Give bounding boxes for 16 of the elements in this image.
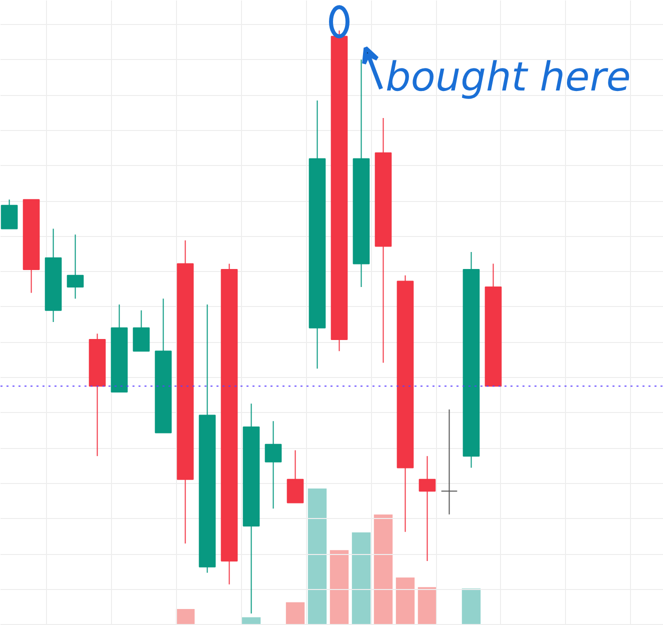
bar xyxy=(330,550,349,625)
candlestick xyxy=(418,456,436,562)
candlestick xyxy=(132,310,150,352)
candlestick xyxy=(264,420,282,510)
bar xyxy=(308,488,327,625)
candlestick xyxy=(66,234,84,300)
candlestick xyxy=(286,450,304,504)
candlestick xyxy=(0,199,18,230)
bar xyxy=(352,532,371,625)
bar xyxy=(418,587,437,625)
annotation: bought here xyxy=(385,54,631,100)
bar xyxy=(396,578,415,625)
bar xyxy=(374,514,393,625)
bar xyxy=(286,602,305,625)
bar xyxy=(462,588,481,625)
candlestick xyxy=(440,408,458,515)
